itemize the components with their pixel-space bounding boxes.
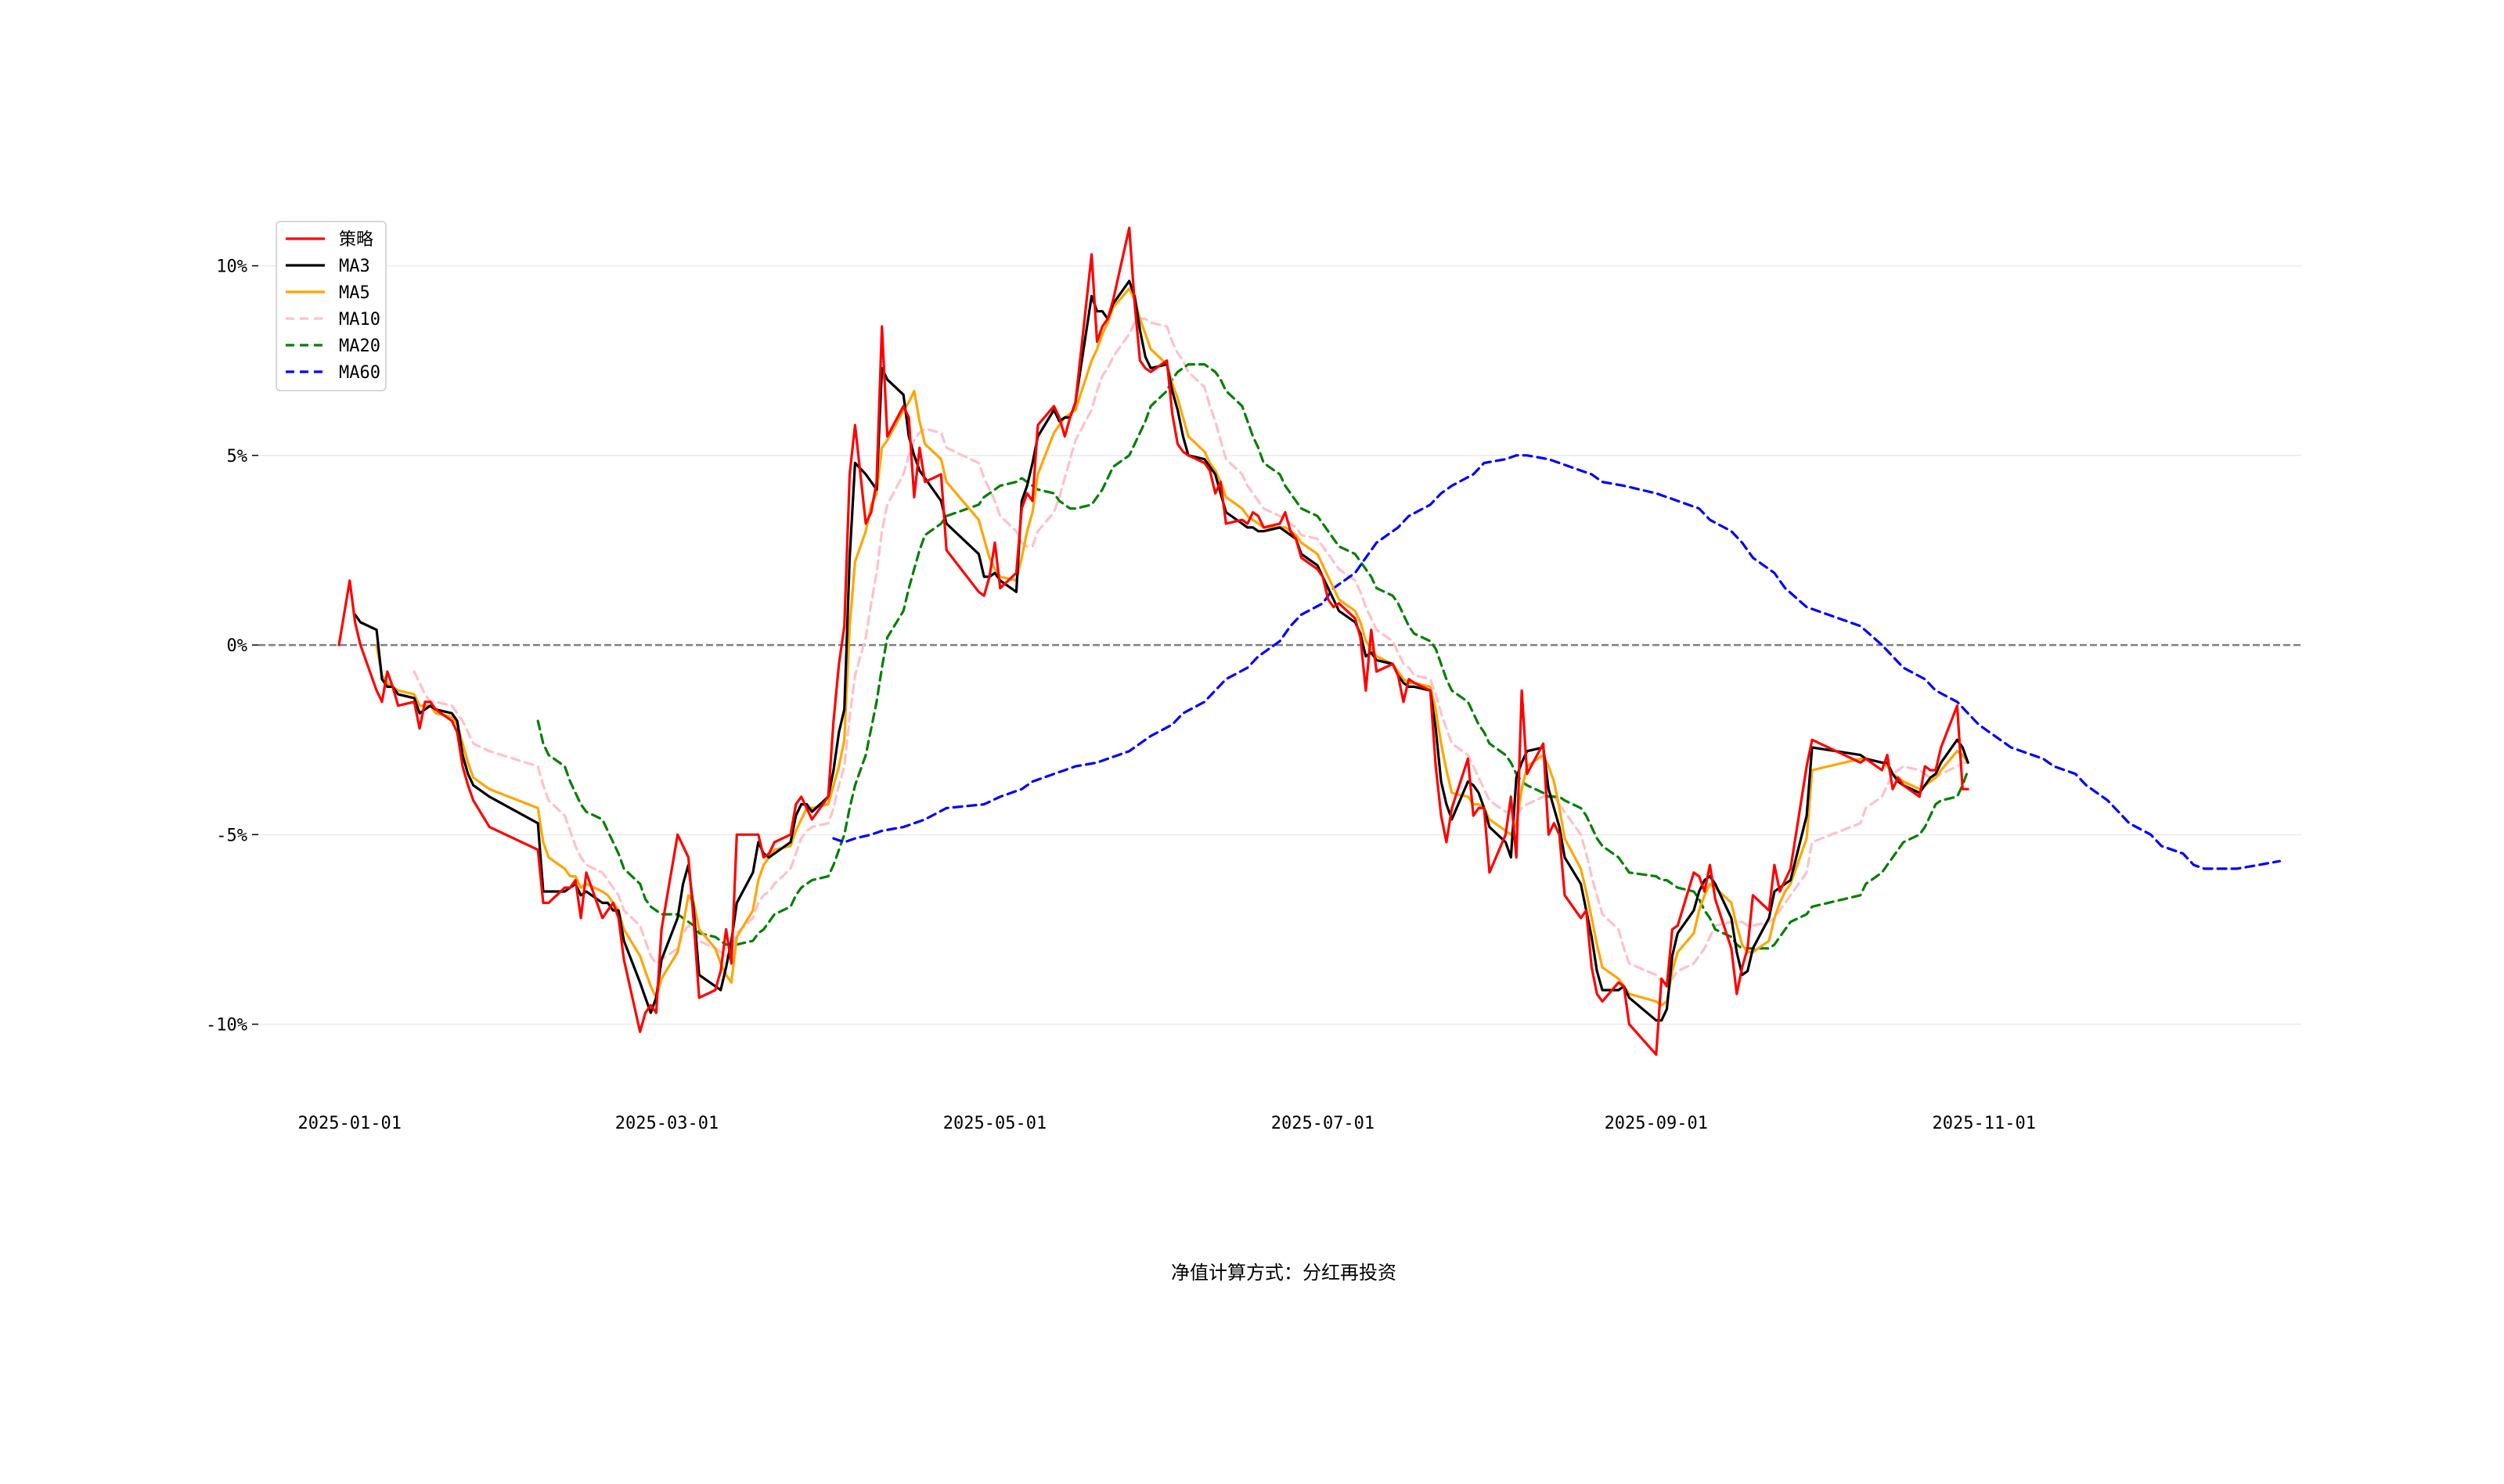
series-line-ma60	[832, 454, 2282, 870]
y-tick-label: -10%	[206, 1016, 247, 1036]
legend-label: MA20	[339, 337, 380, 356]
series-line-ma3	[354, 279, 1969, 1022]
y-tick-label: 0%	[227, 636, 248, 656]
legend: 策略 MA3 MA5 MA10 MA20 MA60	[276, 221, 387, 391]
x-tick-label: 2025-05-01	[943, 1114, 1047, 1133]
legend-label: MA10	[339, 310, 380, 330]
legend-label: 策略	[339, 230, 373, 250]
legend-label: MA3	[339, 257, 370, 276]
x-tick-label: 2025-03-01	[615, 1114, 719, 1133]
series-line-ma5	[375, 287, 1969, 1007]
series-line-ma10	[413, 317, 1969, 984]
legend-label: MA60	[339, 363, 380, 383]
y-tick-label: -5%	[216, 826, 247, 845]
grid-lines	[258, 265, 2301, 1025]
y-axis: 10% 5% 0% -5% -10%	[206, 258, 258, 1036]
series-lines	[337, 226, 2282, 1056]
x-tick-label: 2025-11-01	[1933, 1114, 2036, 1133]
series-line-策略	[337, 226, 1969, 1056]
series-line-ma20	[536, 362, 1969, 950]
x-tick-label: 2025-07-01	[1271, 1114, 1374, 1133]
legend-label: MA5	[339, 283, 370, 303]
x-axis: 2025-01-01 2025-03-01 2025-05-01 2025-07-01…	[298, 1114, 2036, 1133]
x-tick-label: 2025-09-01	[1605, 1114, 1708, 1133]
x-tick-label: 2025-01-01	[298, 1114, 402, 1133]
y-tick-label: 10%	[216, 258, 247, 277]
y-tick-label: 5%	[227, 447, 248, 466]
legend-box	[276, 221, 387, 391]
footer-note: 净值计算方式：分红再投资	[1171, 1262, 1396, 1284]
